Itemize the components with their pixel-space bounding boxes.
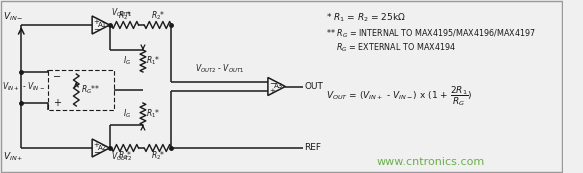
Text: $R_G$**: $R_G$** [81, 84, 100, 96]
Text: A2: A2 [98, 145, 107, 151]
Text: −: − [93, 148, 100, 157]
Text: $I_G$: $I_G$ [124, 108, 132, 120]
Text: $R_2$*: $R_2$* [150, 150, 165, 162]
Text: $R_2$*: $R_2$* [150, 10, 165, 22]
Text: ** $R_G$ = INTERNAL TO MAX4195/MAX4196/MAX4197: ** $R_G$ = INTERNAL TO MAX4195/MAX4196/M… [326, 28, 536, 40]
Text: $V_{OUT2}$: $V_{OUT2}$ [111, 151, 133, 163]
Bar [48, 70, 114, 110]
Text: −: − [93, 25, 100, 34]
Text: +: + [53, 98, 61, 108]
Text: $R_2$*: $R_2$* [118, 10, 132, 22]
Text: +: + [93, 19, 100, 25]
Text: $I_G$: $I_G$ [124, 55, 132, 67]
Text: $R_2$*: $R_2$* [118, 150, 132, 162]
Text: $V_{OUT2}$ - $V_{OUT1}$: $V_{OUT2}$ - $V_{OUT1}$ [195, 62, 244, 75]
Text: $R_G$ = EXTERNAL TO MAX4194: $R_G$ = EXTERNAL TO MAX4194 [336, 42, 456, 54]
Text: −: − [269, 79, 276, 88]
Text: $V_{OUT}$ = ($V_{IN+}$ - $V_{IN-}$) x (1 + $\dfrac{2R_1}{R_G}$): $V_{OUT}$ = ($V_{IN+}$ - $V_{IN-}$) x (1… [326, 85, 473, 108]
Text: $V_{IN-}$: $V_{IN-}$ [3, 11, 23, 23]
Text: REF: REF [304, 143, 322, 153]
Text: A3: A3 [273, 84, 283, 89]
Text: $V_{IN+}$ - $V_{IN-}$: $V_{IN+}$ - $V_{IN-}$ [2, 80, 45, 93]
Text: A1: A1 [98, 22, 107, 28]
Text: www.cntronics.com: www.cntronics.com [377, 157, 485, 167]
Text: −: − [53, 72, 61, 82]
Text: * $R_1$ = $R_2$ = 25k$\Omega$: * $R_1$ = $R_2$ = 25k$\Omega$ [326, 12, 406, 24]
Text: $V_{IN+}$: $V_{IN+}$ [3, 151, 23, 163]
Text: +: + [269, 88, 275, 94]
Text: OUT: OUT [304, 82, 324, 91]
Text: $V_{OUT1}$: $V_{OUT1}$ [111, 7, 133, 19]
Text: $R_1$*: $R_1$* [146, 55, 160, 67]
Text: $R_1$*: $R_1$* [146, 108, 160, 120]
Text: +: + [93, 142, 100, 148]
